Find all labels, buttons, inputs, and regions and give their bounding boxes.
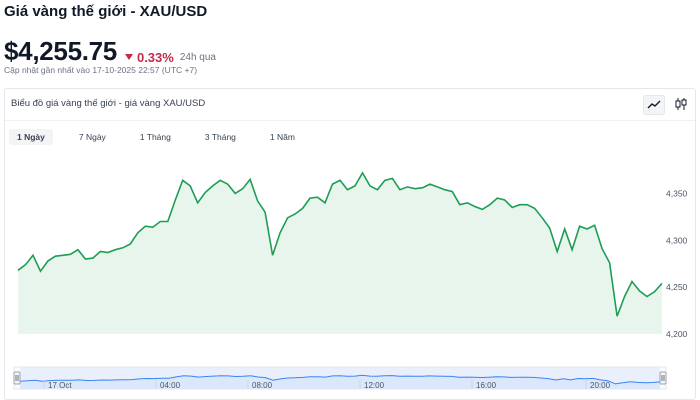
current-price: $4,255.75 <box>4 36 117 66</box>
price-area <box>18 172 662 334</box>
tab-1-year[interactable]: 1 Năm <box>269 132 295 142</box>
tab-3-months[interactable]: 3 Tháng <box>204 132 236 142</box>
time-range-tabs: 1 Ngày 7 Ngày 1 Tháng 3 Tháng 1 Năm <box>9 129 321 145</box>
panel-divider <box>5 120 695 121</box>
range-navigator[interactable]: 17 Oct 04:00 08:00 12:00 16:00 20:00 <box>13 366 667 390</box>
navigator-area <box>20 375 660 389</box>
navigator-label: 20:00 <box>590 381 611 390</box>
price-line <box>17 171 663 317</box>
chart-title: Biểu đồ giá vàng thế giới - giá vàng XAU… <box>11 98 206 109</box>
tab-1-day[interactable]: 1 Ngày <box>9 129 53 145</box>
navigator-line <box>19 374 661 385</box>
chart-type-switcher <box>643 95 691 115</box>
navigator-left-handle[interactable] <box>13 371 21 385</box>
navigator-label: 16:00 <box>476 381 497 390</box>
navigator-right-handle[interactable] <box>659 371 667 385</box>
y-axis-tick: 4,200 <box>666 329 688 339</box>
price-change-percent: 0.33% <box>136 49 174 65</box>
y-axis-tick: 4,350 <box>666 188 688 198</box>
line-chart-icon[interactable] <box>643 95 665 115</box>
page-title: Giá vàng thế giới - XAU/USD <box>4 3 208 20</box>
down-triangle-icon <box>124 54 133 60</box>
tab-1-month[interactable]: 1 Tháng <box>139 132 171 142</box>
last-updated: Cập nhật gần nhất vào 17-10-2025 22:57 (… <box>4 65 198 75</box>
navigator-label: 12:00 <box>364 381 385 390</box>
price-change: 0.33% <box>124 49 174 65</box>
y-axis-tick: 4,250 <box>666 282 688 292</box>
tab-7-days[interactable]: 7 Ngày <box>78 132 106 142</box>
change-period: 24h qua <box>179 52 216 63</box>
price-row: $4,255.75 0.33% 24h qua <box>4 36 216 67</box>
y-axis-tick: 4,300 <box>666 235 688 245</box>
navigator-label: 17 Oct <box>48 381 72 390</box>
navigator-label: 04:00 <box>160 381 181 390</box>
candlestick-icon[interactable] <box>671 95 691 113</box>
navigator-label: 08:00 <box>252 381 273 390</box>
